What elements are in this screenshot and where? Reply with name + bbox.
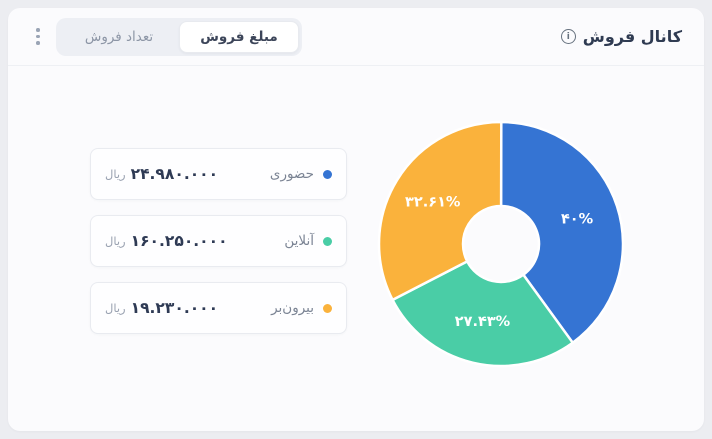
page-title: کانال فروش <box>582 27 682 46</box>
tab-group: مبلغ فروش تعداد فروش <box>56 17 302 56</box>
donut-slice-1[interactable] <box>391 260 574 368</box>
legend-value: ۱۹.۲۳۰.۰۰۰ <box>130 299 219 317</box>
legend-card-online: آنلاین ۱۶۰.۲۵۰.۰۰۰ ریال <box>90 215 347 267</box>
legend-list: حضوری ۲۴.۹۸۰.۰۰۰ ریال آنلاین ۱۶۰.۲۵۰.۰۰۰… <box>90 148 347 334</box>
card-header: کانال فروش i مبلغ فروش تعداد فروش <box>8 8 704 66</box>
donut-chart: ۴۰%۲۷.۴۳%۳۲.۶۱% <box>377 120 625 368</box>
donut-chart-container: ۴۰% ۲۷.۴۳% ۳۲.۶۱% <box>371 114 631 374</box>
legend-label-group: آنلاین <box>284 233 332 249</box>
donut-slice-0[interactable] <box>499 120 625 344</box>
tab-sales-amount[interactable]: مبلغ فروش <box>179 20 299 53</box>
legend-unit: ریال <box>105 167 126 181</box>
legend-label: حضوری <box>269 166 314 182</box>
title-group: کانال فروش i <box>560 27 682 46</box>
info-icon[interactable]: i <box>560 29 576 44</box>
legend-dot-blue-icon <box>323 169 332 179</box>
legend-value-group: ۲۴.۹۸۰.۰۰۰ ریال <box>105 165 218 183</box>
legend-label: آنلاین <box>284 233 314 249</box>
legend-label-group: حضوری <box>270 166 332 182</box>
sales-channel-card: کانال فروش i مبلغ فروش تعداد فروش حضوری … <box>8 8 704 431</box>
kebab-menu-icon[interactable] <box>30 24 46 49</box>
legend-unit: ریال <box>105 234 126 248</box>
legend-value-group: ۱۹.۲۳۰.۰۰۰ ریال <box>105 299 218 317</box>
donut-slice-2[interactable] <box>377 120 503 302</box>
legend-card-in-person: حضوری ۲۴.۹۸۰.۰۰۰ ریال <box>90 148 347 200</box>
legend-value: ۲۴.۹۸۰.۰۰۰ <box>130 165 219 183</box>
legend-dot-yellow-icon <box>323 303 332 313</box>
legend-dot-teal-icon <box>323 236 332 246</box>
legend-label: بیرون‌بر <box>271 300 314 316</box>
tab-sales-count[interactable]: تعداد فروش <box>59 21 179 53</box>
legend-value-group: ۱۶۰.۲۵۰.۰۰۰ ریال <box>105 232 228 250</box>
legend-card-takeaway: بیرون‌بر ۱۹.۲۳۰.۰۰۰ ریال <box>90 282 347 334</box>
legend-value: ۱۶۰.۲۵۰.۰۰۰ <box>130 232 228 250</box>
legend-label-group: بیرون‌بر <box>271 300 332 316</box>
legend-unit: ریال <box>105 301 126 315</box>
